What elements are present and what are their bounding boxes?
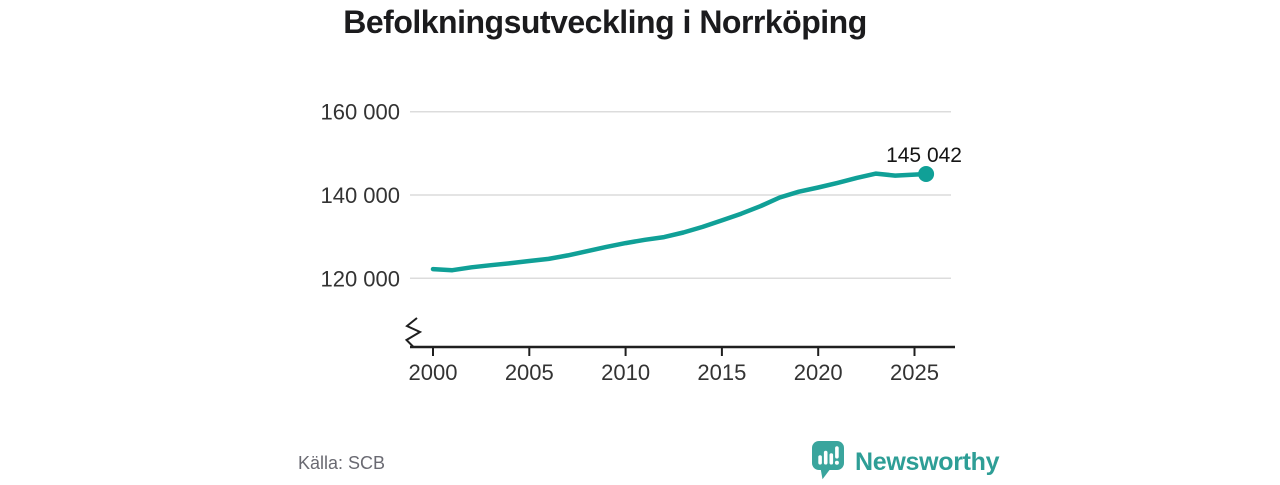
x-axis-label: 2020 (794, 360, 843, 385)
x-axis-label: 2005 (505, 360, 554, 385)
latest-value-label: 145 042 (886, 144, 962, 167)
x-axis-label: 2025 (890, 360, 939, 385)
y-axis-label: 160 000 (320, 100, 400, 125)
newsworthy-speech-bubble-bar-chart-icon (811, 440, 847, 485)
y-axis-label: 120 000 (320, 266, 400, 291)
x-axis-label: 2010 (601, 360, 650, 385)
y-axis-label: 140 000 (320, 183, 400, 208)
latest-point-marker (918, 166, 935, 182)
newsworthy-wordmark: Newsworthy (855, 448, 1000, 476)
newsworthy-logo[interactable]: Newsworthy (811, 440, 1000, 485)
chart-title: Befolkningsutveckling i Norrköping (343, 4, 867, 40)
axis-break-icon (404, 317, 423, 348)
population-line (430, 171, 929, 273)
x-axis-label: 2015 (697, 360, 746, 385)
source-label: Källa: SCB (298, 453, 386, 473)
x-axis-label: 2000 (409, 360, 458, 385)
